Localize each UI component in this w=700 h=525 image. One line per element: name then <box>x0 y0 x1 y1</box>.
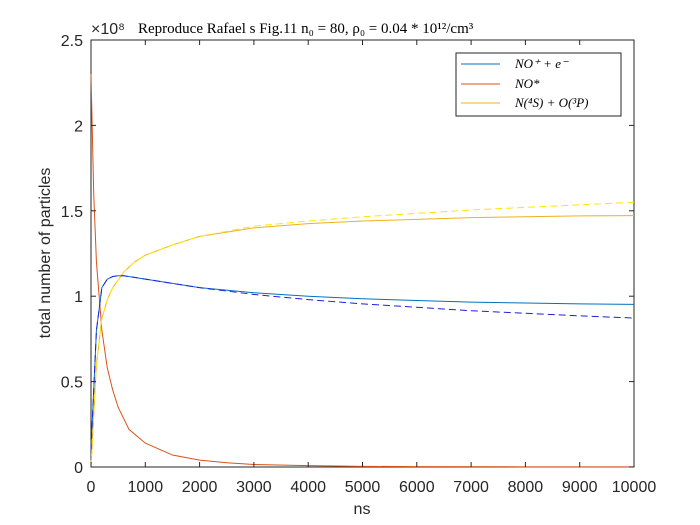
y-tick-label-3: 1.5 <box>61 204 83 221</box>
series-line-3 <box>90 275 635 450</box>
x-tick-label-2: 2000 <box>182 479 218 496</box>
y-axis-label: total number of particles <box>37 168 54 339</box>
chart-title: Reproduce Rafael s Fig.11 n₀ = 80, ρ₀ = … <box>138 21 474 37</box>
x-tick-label-5: 5000 <box>345 479 381 496</box>
y-tick-label-1: 0.5 <box>61 375 83 392</box>
series-line-1 <box>90 74 634 468</box>
x-tick-label-3: 3000 <box>236 479 272 496</box>
x-tick-label-4: 4000 <box>290 479 326 496</box>
y-tick-label-4: 2 <box>74 118 83 135</box>
x-tick-label-1: 1000 <box>128 479 164 496</box>
legend-entry-1: NO* <box>514 76 540 91</box>
x-tick-label-8: 8000 <box>508 479 544 496</box>
y-tick-label-0: 0 <box>74 460 83 477</box>
x-tick-label-7: 7000 <box>453 479 489 496</box>
ticks-layer: 0 1000 2000 3000 4000 5000 6000 7000 8000 9000 100… <box>61 33 657 496</box>
legend-entry-0: NO⁺ + e⁻ <box>514 56 569 71</box>
y-tick-label-5: 2.5 <box>61 33 83 50</box>
series-line-0 <box>90 275 635 450</box>
y-exponent-label: ×10⁸ <box>91 21 125 38</box>
x-axis-label: ns <box>354 501 371 518</box>
x-tick-label-10: 10000 <box>612 479 657 496</box>
series-layer <box>90 74 635 468</box>
x-tick-label-6: 6000 <box>399 479 435 496</box>
legend-entry-2: N(⁴S) + O(³P) <box>514 95 589 110</box>
x-tick-label-0: 0 <box>87 479 96 496</box>
legend: NO⁺ + e⁻ NO* N(⁴S) + O(³P) <box>455 52 622 117</box>
series-line-4 <box>90 201 635 468</box>
y-tick-label-2: 1 <box>74 289 83 306</box>
x-tick-label-9: 9000 <box>562 479 598 496</box>
